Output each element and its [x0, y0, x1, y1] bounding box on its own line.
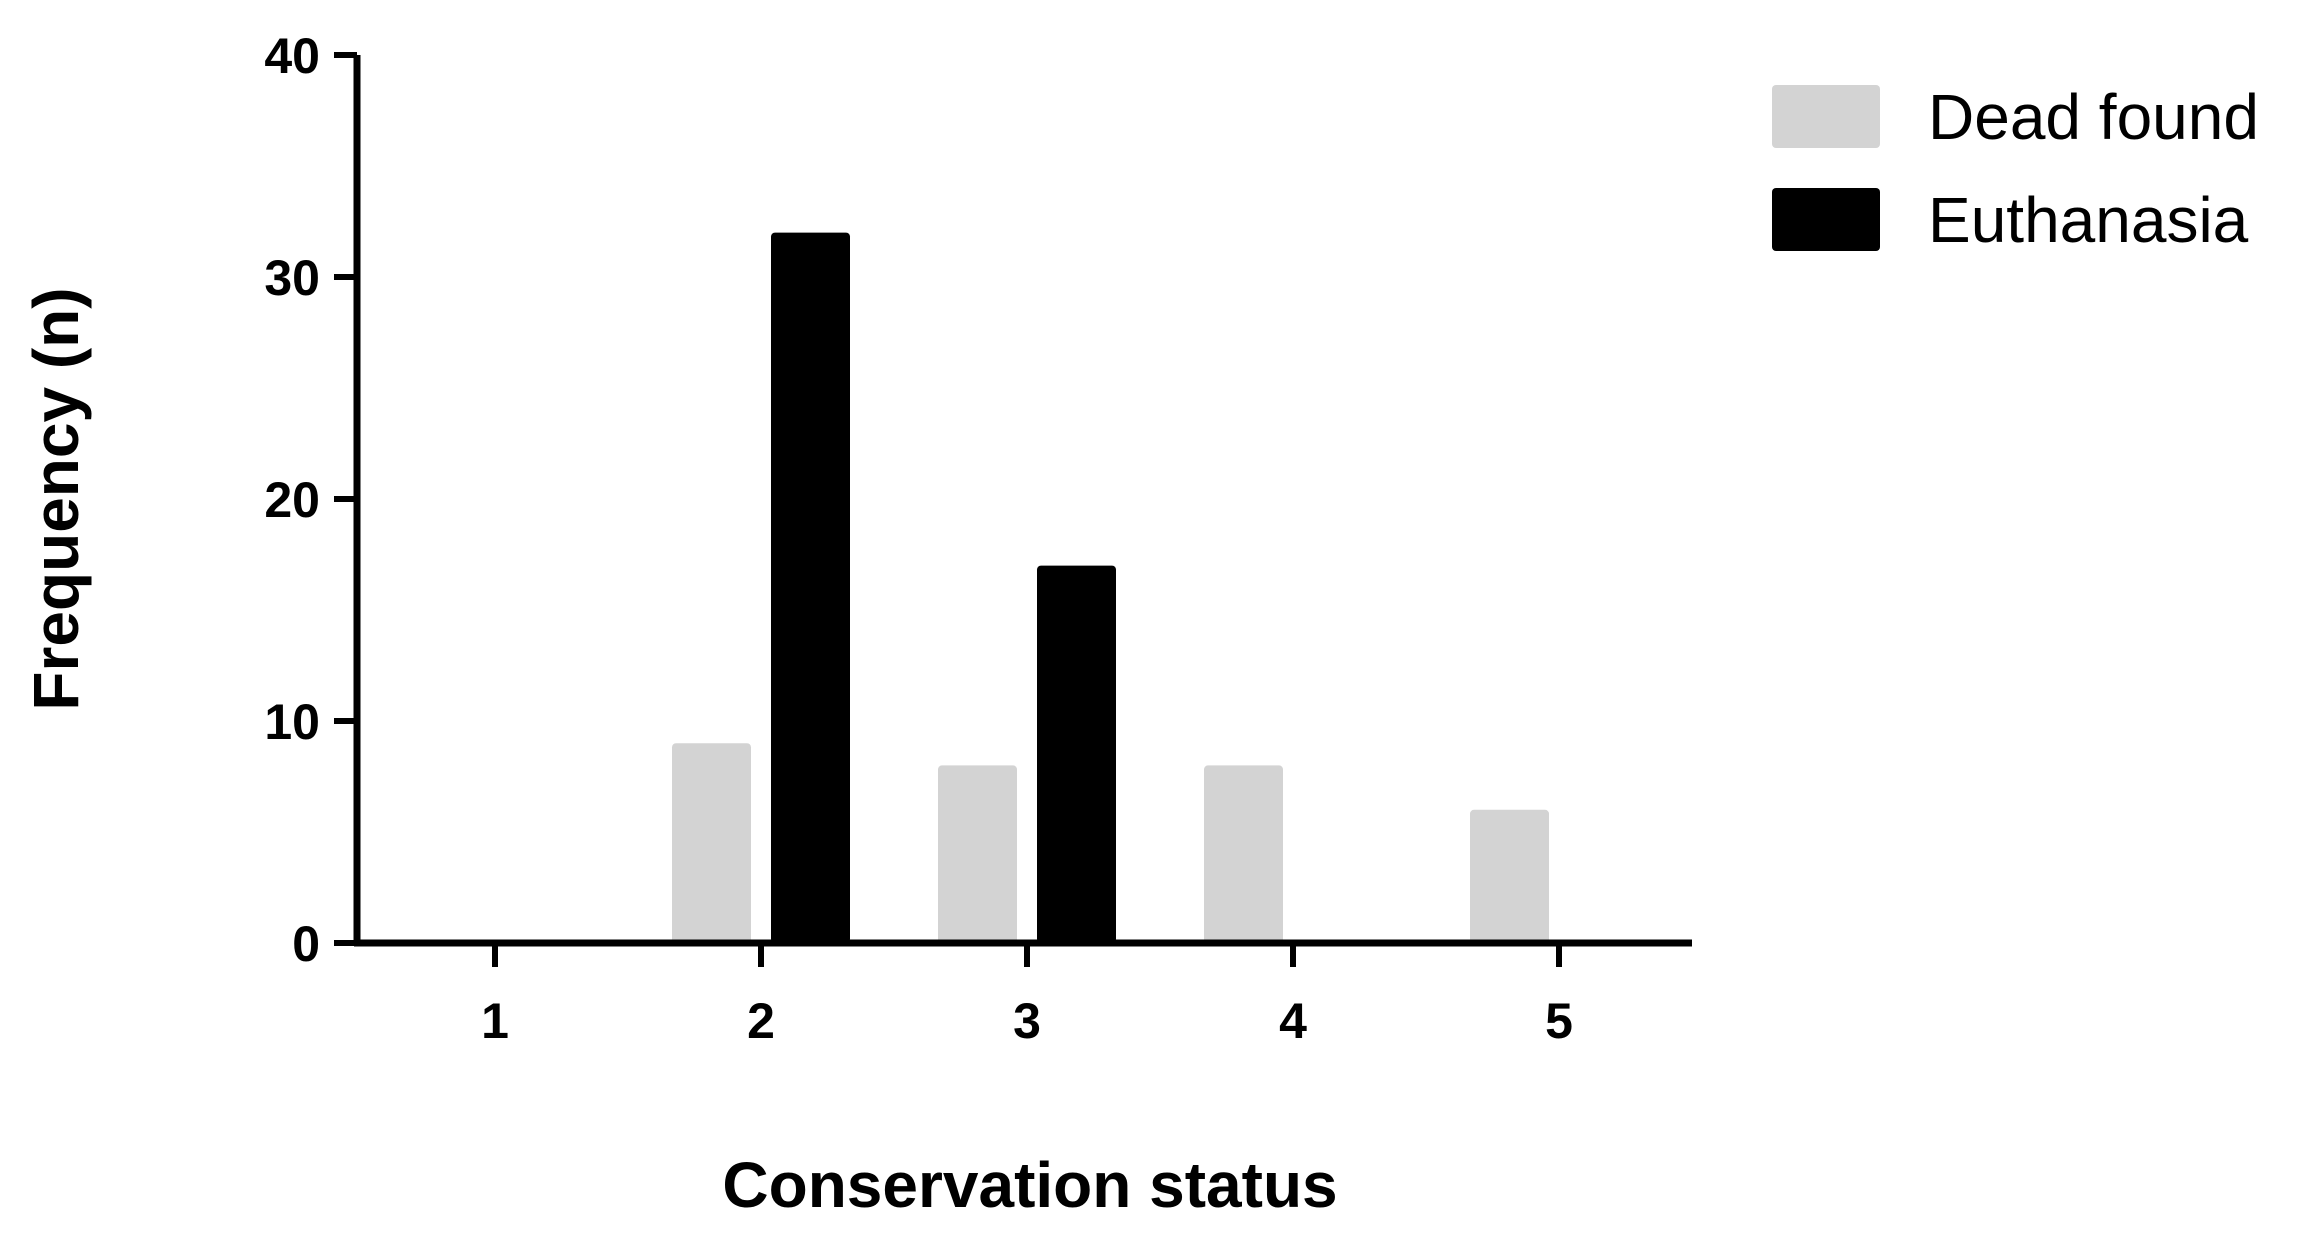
x-tick-label: 4	[1279, 993, 1307, 1049]
y-ticks-group: 0 10 20 30 40	[264, 28, 357, 972]
x-tick-label: 2	[747, 993, 775, 1049]
x-tick-label: 5	[1545, 993, 1573, 1049]
x-tick-label: 3	[1013, 993, 1041, 1049]
bar-dead-found-3	[938, 765, 1017, 943]
y-tick-label: 10	[264, 694, 320, 750]
legend-swatch-dead-found	[1772, 85, 1880, 148]
y-tick-label: 40	[264, 28, 320, 84]
x-axis-label: Conservation status	[722, 1149, 1337, 1221]
y-axis-label: Frequency (n)	[20, 287, 92, 710]
bar-dead-found-4	[1204, 765, 1283, 943]
y-tick-label: 20	[264, 472, 320, 528]
x-tick-label: 1	[481, 993, 509, 1049]
legend-swatch-euthanasia	[1772, 188, 1880, 251]
bars-group	[672, 232, 1549, 944]
bar-dead-found-5	[1470, 809, 1549, 943]
x-ticks-group: 1 2 3 4 5	[481, 943, 1573, 1049]
bar-euthanasia-2	[771, 232, 850, 944]
y-tick-label: 0	[292, 916, 320, 972]
bar-dead-found-2	[672, 743, 751, 943]
legend-label: Dead found	[1928, 81, 2259, 153]
y-tick-label: 30	[264, 250, 320, 306]
bar-euthanasia-3	[1037, 565, 1116, 943]
legend: Dead found Euthanasia	[1772, 81, 2259, 256]
legend-label: Euthanasia	[1928, 184, 2249, 256]
